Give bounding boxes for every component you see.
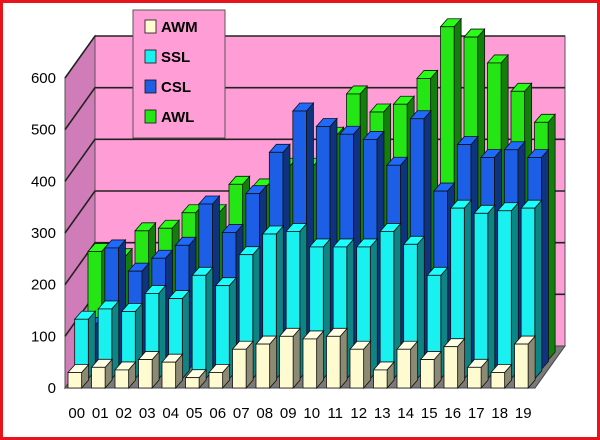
bar [255,335,278,390]
bar [278,327,302,390]
x-tick-label: 14 [397,405,414,422]
bar [302,329,325,390]
legend-label: SSL [161,49,190,66]
legend-swatch [144,49,157,64]
legend-item-awm: AWM [144,19,198,36]
bar [513,335,537,390]
x-tick-label: 17 [468,405,485,422]
bar [372,360,396,390]
bar [473,204,496,380]
x-tick-label: 06 [209,405,226,422]
legend-label: CSL [161,79,191,96]
y-tick-label: 0 [48,380,56,397]
legend-swatch [144,19,157,34]
x-axis-ticks: 00 01 02 03 04 05 06 07 08 09 10 11 12 13 14 15 16 17 18 19 [68,405,531,422]
legend-item-ssl: SSL [144,49,190,66]
bars [67,17,557,390]
y-tick-label: 100 [31,328,56,345]
x-tick-label: 12 [350,405,367,422]
x-tick-label: 19 [515,405,532,422]
y-axis-ticks: 0 100 200 300 400 500 600 [31,70,56,397]
x-tick-label: 04 [162,405,179,422]
x-tick-label: 08 [256,405,273,422]
gridline [64,35,565,79]
x-tick-label: 01 [92,405,109,422]
bar [114,360,137,390]
x-tick-label: 07 [233,405,250,422]
y-tick-label: 300 [31,225,56,242]
x-tick-label: 02 [115,405,132,422]
bar [67,363,90,390]
bar [325,327,349,390]
x-tick-label: 10 [303,405,320,422]
bar [466,358,490,390]
bar [496,201,520,380]
bar [443,337,466,390]
x-tick-label: 18 [491,405,508,422]
bar [208,363,231,390]
legend-label: AWL [161,109,194,126]
bar [449,199,473,380]
legend: AWM SSL CSL AWL [132,9,226,139]
gridline [64,86,565,131]
bar [490,363,513,390]
bar [419,350,443,390]
x-tick-label: 09 [280,405,297,422]
legend-item-csl: CSL [144,79,191,96]
bar [231,340,255,390]
x-tick-label: 11 [327,405,343,422]
x-tick-label: 16 [444,405,461,422]
series-awm [67,327,537,390]
bar [90,358,114,390]
bar [349,340,372,390]
legend-label: AWM [161,19,198,36]
bar [191,266,214,380]
x-tick-label: 03 [139,405,156,422]
legend-swatch [144,79,157,94]
bar [137,350,161,390]
bar [73,310,97,380]
x-tick-label: 05 [186,405,203,422]
y-tick-label: 200 [31,277,56,294]
x-tick-label: 00 [68,405,85,422]
legend-item-awl: AWL [144,109,194,126]
x-tick-label: 15 [421,405,438,422]
bar [396,340,419,390]
y-tick-label: 400 [31,173,56,190]
legend-swatch [144,109,157,124]
y-tick-label: 500 [31,122,56,139]
bar [184,368,208,390]
y-tick-label: 600 [31,70,56,87]
x-tick-label: 13 [374,405,391,422]
bar [161,353,184,390]
